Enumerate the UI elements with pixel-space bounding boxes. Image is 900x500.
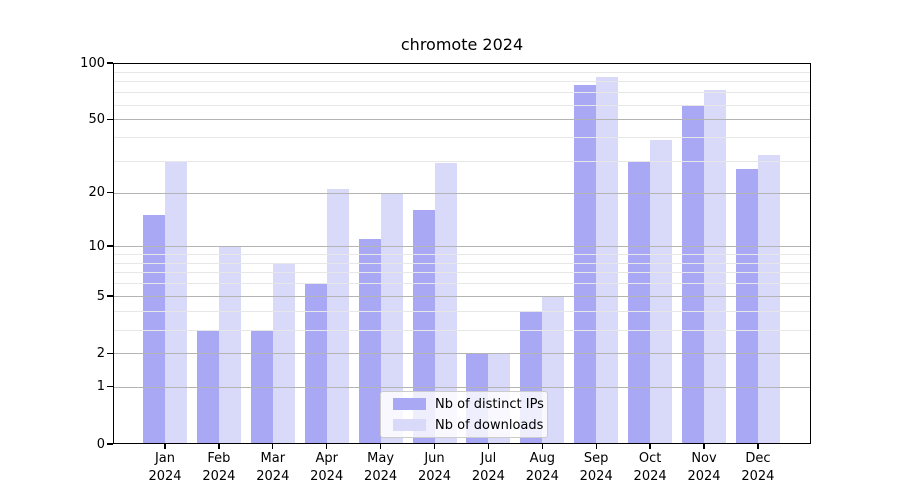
x-tick-mark xyxy=(595,444,597,449)
x-tick-label: Apr 2024 xyxy=(310,451,344,484)
y-tick-label: 50 xyxy=(88,111,105,127)
bar-distinct-ips-jan xyxy=(143,215,165,444)
x-tick-mark xyxy=(326,444,328,449)
bar-downloads-nov xyxy=(704,89,726,444)
bar-downloads-sep xyxy=(596,77,619,444)
y-tick-mark xyxy=(106,386,113,388)
y-tick-mark xyxy=(106,62,113,64)
bar-distinct-ips-sep xyxy=(574,85,597,444)
y-tick-mark xyxy=(106,245,113,247)
x-tick-mark xyxy=(433,444,436,449)
legend: Nb of distinct IPs Nb of downloads xyxy=(380,391,548,438)
x-tick-mark xyxy=(164,444,166,449)
bar-distinct-ips-feb xyxy=(196,329,219,444)
y-tick-label: 0 xyxy=(96,436,105,452)
legend-item-downloads: Nb of downloads xyxy=(393,416,547,434)
bar-downloads-dec xyxy=(757,155,780,444)
bar-downloads-oct xyxy=(650,139,673,444)
bar-distinct-ips-mar xyxy=(250,329,273,444)
plot-area: Nb of distinct IPs Nb of downloads xyxy=(113,63,811,444)
legend-label-downloads: Nb of downloads xyxy=(435,417,544,433)
x-tick-label: Sep 2024 xyxy=(579,451,613,484)
x-tick-mark xyxy=(272,444,274,449)
bar-downloads-mar xyxy=(272,262,295,444)
bar-downloads-jun xyxy=(434,163,457,444)
y-tick-label: 10 xyxy=(88,238,105,254)
legend-item-distinct-ips: Nb of distinct IPs xyxy=(393,395,547,413)
x-tick-label: Jun 2024 xyxy=(417,451,452,484)
chart-title: chromote 2024 xyxy=(400,35,524,54)
x-tick-label: Dec 2024 xyxy=(741,451,775,484)
x-tick-label: Nov 2024 xyxy=(687,451,721,484)
x-tick-mark xyxy=(487,444,490,449)
gridline-minor xyxy=(113,71,811,73)
y-tick-label: 1 xyxy=(96,379,105,395)
bar-distinct-ips-may xyxy=(358,238,381,444)
x-tick-label: May 2024 xyxy=(364,451,398,484)
x-tick-label: Mar 2024 xyxy=(256,451,290,484)
y-tick-mark xyxy=(106,352,113,354)
x-tick-mark xyxy=(649,444,651,449)
y-tick-mark xyxy=(106,192,113,194)
x-tick-mark xyxy=(703,444,705,449)
y-tick-label: 2 xyxy=(96,345,105,361)
bar-distinct-ips-apr xyxy=(304,283,327,444)
x-tick-label: Aug 2024 xyxy=(525,451,559,484)
x-tick-mark xyxy=(541,444,543,449)
legend-swatch-downloads xyxy=(393,419,426,431)
gridline-minor xyxy=(113,81,811,83)
x-tick-label: Feb 2024 xyxy=(202,451,236,484)
legend-label-distinct-ips: Nb of distinct IPs xyxy=(435,396,544,412)
y-tick-mark xyxy=(106,118,113,121)
bar-downloads-feb xyxy=(218,246,241,444)
bar-downloads-apr xyxy=(326,188,349,444)
y-tick-mark xyxy=(106,443,113,445)
y-tick-label: 100 xyxy=(80,55,105,71)
bar-downloads-may xyxy=(380,192,403,444)
x-tick-mark xyxy=(379,444,382,449)
bar-distinct-ips-oct xyxy=(628,160,651,444)
y-tick-mark xyxy=(106,295,113,297)
bar-distinct-ips-jun xyxy=(412,210,435,444)
y-tick-label: 5 xyxy=(96,288,105,304)
bar-distinct-ips-dec xyxy=(735,168,758,444)
x-tick-label: Jul 2024 xyxy=(471,451,505,484)
x-tick-mark xyxy=(757,444,759,449)
y-tick-label: 20 xyxy=(88,185,105,201)
bar-distinct-ips-nov xyxy=(682,104,704,444)
x-tick-mark xyxy=(218,444,220,449)
x-tick-label: Jan 2024 xyxy=(148,451,182,484)
legend-swatch-distinct-ips xyxy=(393,398,426,410)
x-tick-label: Oct 2024 xyxy=(633,451,667,484)
bar-downloads-jan xyxy=(165,160,187,444)
